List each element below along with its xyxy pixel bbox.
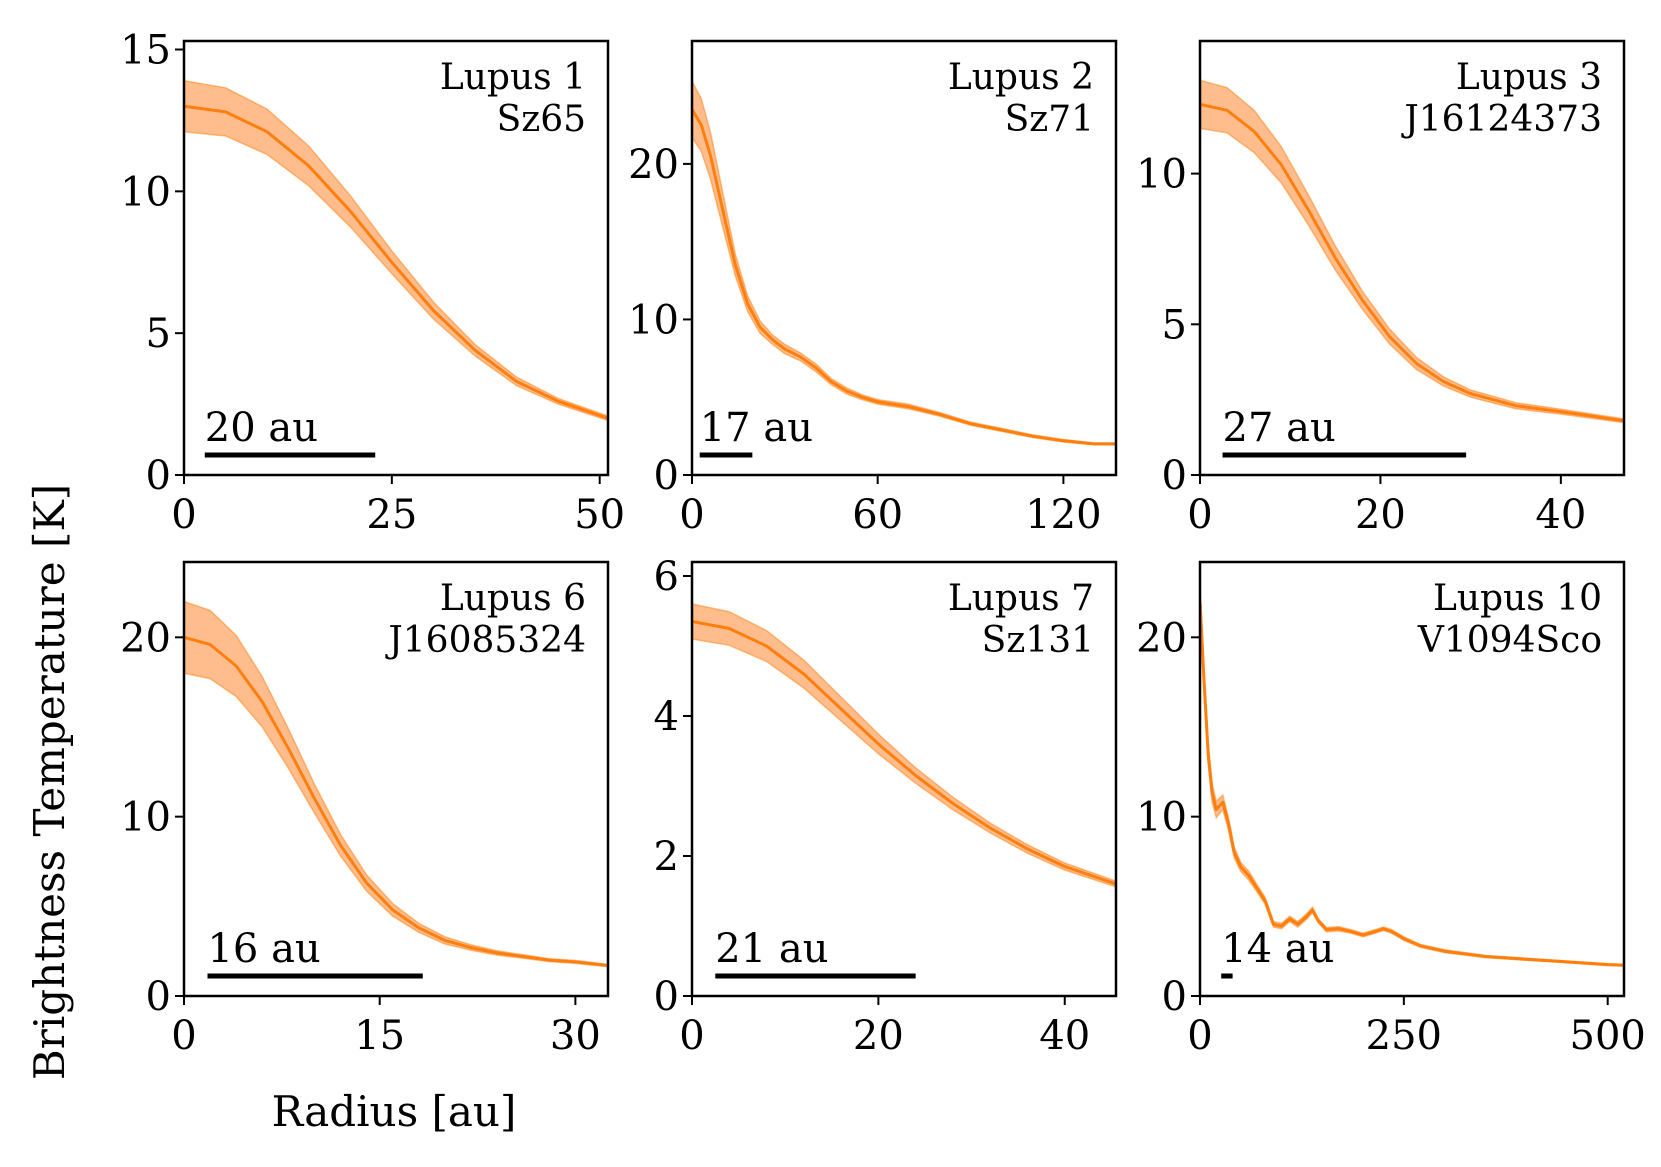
plot-area — [1200, 79, 1624, 424]
scale-bar-label: 21 au — [715, 926, 828, 972]
panel-region-label: Lupus 6 — [440, 578, 586, 619]
x-tick-label: 30 — [550, 1013, 601, 1059]
plot-area — [692, 81, 1116, 446]
scale-bar-label: 14 au — [1221, 926, 1334, 972]
scale-bar-label: 17 au — [700, 405, 813, 451]
panel-source-label: Sz71 — [1005, 99, 1094, 140]
y-tick-label: 6 — [654, 554, 679, 600]
uncertainty-band — [1200, 79, 1624, 424]
y-tick-label: 0 — [654, 974, 679, 1020]
panel-source-label: Sz65 — [497, 99, 586, 140]
x-tick-label: 0 — [1187, 1013, 1212, 1059]
panel-source-label: J16085324 — [384, 620, 586, 661]
uncertainty-band — [692, 603, 1116, 888]
y-tick-label: 0 — [146, 453, 171, 499]
y-tick-label: 20 — [120, 615, 171, 661]
profile-line — [1200, 601, 1624, 967]
y-tick-label: 4 — [654, 694, 679, 740]
x-tick-label: 15 — [354, 1013, 405, 1059]
scale-bar-label: 27 au — [1223, 405, 1336, 451]
x-tick-label: 500 — [1570, 1013, 1646, 1059]
axes-frame — [182, 560, 610, 998]
profile-line — [1200, 102, 1624, 423]
panel-source-label: V1094Sco — [1417, 620, 1602, 661]
x-tick-label: 0 — [1187, 492, 1212, 538]
scale-bar-label: 20 au — [205, 405, 318, 451]
x-tick-label: 120 — [1025, 492, 1101, 538]
y-tick-label: 0 — [1162, 453, 1187, 499]
axes-frame — [1198, 39, 1626, 477]
y-tick-label: 0 — [146, 974, 171, 1020]
plot-area — [184, 79, 608, 422]
x-tick-label: 20 — [853, 1013, 904, 1059]
y-tick-label: 5 — [146, 311, 171, 357]
panel-region-label: Lupus 1 — [440, 57, 586, 98]
x-tick-label: 250 — [1366, 1013, 1442, 1059]
axes-frame — [690, 39, 1118, 477]
profile-line — [692, 108, 1116, 446]
plot-area — [692, 603, 1116, 888]
x-tick-label: 20 — [1355, 492, 1406, 538]
panel-source-label: Sz131 — [982, 620, 1094, 661]
axes-frame — [182, 39, 610, 477]
y-tick-label: 10 — [1136, 795, 1187, 841]
x-tick-label: 0 — [171, 492, 196, 538]
y-tick-label: 2 — [654, 834, 679, 880]
y-tick-label: 15 — [120, 28, 171, 74]
panel-region-label: Lupus 10 — [1433, 578, 1602, 619]
x-axis-title: Radius [au] — [272, 1087, 517, 1136]
plot-area — [184, 600, 608, 968]
uncertainty-band — [692, 81, 1116, 446]
y-tick-label: 10 — [628, 297, 679, 343]
profile-line — [184, 635, 608, 967]
y-tick-label: 20 — [1136, 615, 1187, 661]
profile-line — [184, 104, 608, 420]
x-tick-label: 40 — [1535, 492, 1586, 538]
y-tick-label: 0 — [654, 453, 679, 499]
x-tick-label: 50 — [574, 492, 625, 538]
y-tick-label: 10 — [120, 169, 171, 215]
y-axis-title: Brightness Temperature [K] — [25, 484, 74, 1080]
scale-bar-label: 16 au — [207, 926, 320, 972]
panel-source-label: J16124373 — [1400, 99, 1602, 140]
panel-region-label: Lupus 3 — [1456, 57, 1602, 98]
x-tick-label: 25 — [366, 492, 417, 538]
uncertainty-band — [184, 79, 608, 422]
panel-region-label: Lupus 2 — [948, 57, 1094, 98]
y-tick-label: 10 — [120, 795, 171, 841]
uncertainty-band — [184, 600, 608, 968]
x-tick-label: 0 — [679, 492, 704, 538]
profile-line — [692, 620, 1116, 886]
axes-frame — [1198, 560, 1626, 998]
plot-area — [1200, 587, 1624, 967]
y-tick-label: 0 — [1162, 974, 1187, 1020]
axes-frame — [690, 560, 1118, 998]
x-tick-label: 40 — [1039, 1013, 1090, 1059]
y-tick-label: 20 — [628, 142, 679, 188]
x-tick-label: 60 — [852, 492, 903, 538]
x-tick-label: 0 — [171, 1013, 196, 1059]
y-tick-label: 5 — [1162, 302, 1187, 348]
x-tick-label: 0 — [679, 1013, 704, 1059]
y-tick-label: 10 — [1136, 152, 1187, 198]
panel-region-label: Lupus 7 — [948, 578, 1094, 619]
